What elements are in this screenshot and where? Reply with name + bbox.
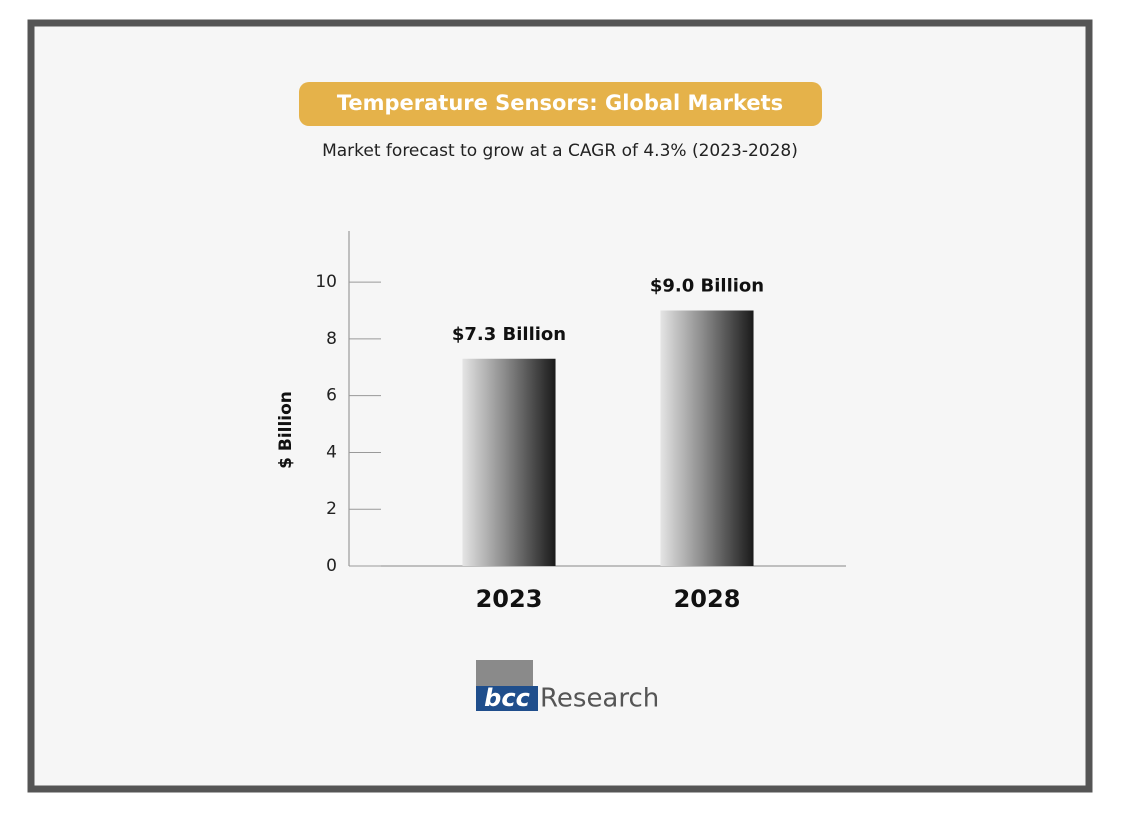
logo-block — [476, 686, 538, 711]
bar — [660, 310, 754, 566]
bar — [462, 358, 556, 566]
chart-title: Temperature Sensors: Global Markets — [337, 91, 783, 115]
data-label: $9.0 Billion — [650, 275, 764, 296]
x-tick-label: 2028 — [674, 585, 741, 613]
y-tick-label: 4 — [326, 442, 337, 462]
x-tick-label: 2023 — [476, 585, 543, 613]
y-tick-label: 6 — [326, 386, 337, 406]
frame — [27, 19, 1093, 793]
y-tick-label: 8 — [326, 329, 337, 349]
data-label: $7.3 Billion — [452, 324, 566, 345]
y-tick-label: 2 — [326, 499, 337, 519]
logo-mark: bcc — [484, 684, 530, 712]
y-axis-label: $ Billion — [276, 391, 296, 469]
y-tick-label: 0 — [326, 556, 337, 576]
chart-subtitle: Market forecast to grow at a CAGR of 4.3… — [322, 141, 798, 161]
y-tick-label: 10 — [315, 272, 337, 292]
title-box — [299, 82, 822, 126]
logo-name: Research — [540, 684, 659, 714]
logo-block — [476, 660, 533, 686]
